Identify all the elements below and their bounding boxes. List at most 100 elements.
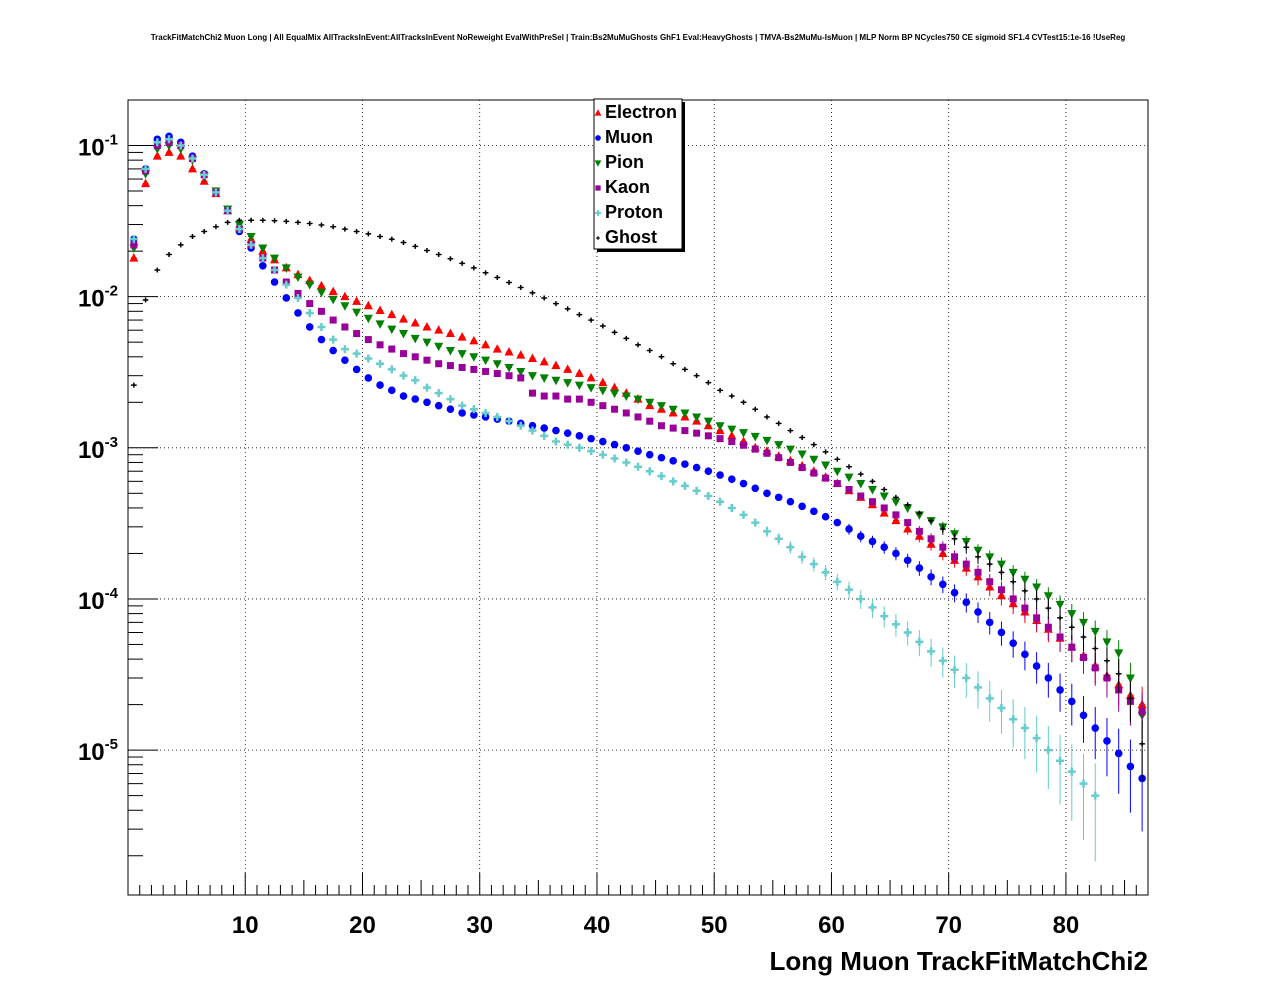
data-point: [458, 409, 466, 417]
legend-label: Electron: [605, 102, 677, 122]
data-point: [1125, 674, 1135, 683]
data-point: [259, 261, 267, 270]
data-point: [423, 356, 431, 364]
data-point: [412, 243, 418, 249]
data-point: [1069, 624, 1075, 630]
data-point: [610, 382, 620, 392]
data-point: [164, 147, 174, 156]
data-point: [1033, 614, 1041, 622]
data-point: [587, 447, 596, 456]
x-tick-label: 80: [1053, 912, 1080, 939]
data-point: [223, 206, 232, 215]
data-point: [751, 518, 760, 527]
data-point: [727, 430, 737, 440]
data-point: [248, 217, 254, 223]
data-point: [563, 440, 572, 449]
data-point: [283, 218, 289, 224]
data-point: [329, 346, 337, 355]
data-point: [457, 350, 467, 359]
data-point: [891, 620, 900, 629]
data-point: [178, 242, 184, 248]
data-point: [776, 420, 782, 426]
data-point: [704, 432, 712, 440]
data-point: [741, 399, 747, 405]
data-point: [868, 498, 876, 506]
data-point: [611, 405, 619, 413]
data-point: [447, 256, 453, 262]
data-point: [750, 432, 760, 442]
data-point: [622, 458, 631, 467]
data-point: [846, 464, 852, 470]
data-point: [868, 537, 877, 546]
data-point: [797, 450, 807, 459]
data-point: [200, 170, 209, 179]
data-point: [492, 360, 502, 369]
data-point: [867, 485, 877, 495]
data-point: [727, 425, 737, 435]
data-point: [903, 628, 912, 637]
data-point: [364, 336, 372, 344]
data-point: [411, 353, 419, 361]
data-point: [445, 328, 455, 338]
data-point: [903, 556, 912, 565]
data-point: [201, 228, 207, 234]
data-point: [329, 316, 337, 324]
legend-entry-ghost: Ghost: [596, 227, 657, 247]
data-point: [354, 228, 360, 234]
data-point: [1021, 650, 1029, 659]
data-point: [681, 427, 689, 435]
data-point: [504, 347, 514, 356]
data-point: [987, 561, 993, 567]
data-point: [1044, 623, 1052, 631]
data-point: [821, 461, 831, 470]
data-point: [364, 374, 373, 382]
data-point: [213, 224, 219, 230]
legend-label: Ghost: [605, 227, 657, 247]
data-point: [387, 365, 396, 374]
data-point: [832, 467, 842, 477]
data-point: [729, 393, 735, 399]
data-point: [692, 486, 701, 495]
data-point: [974, 608, 982, 616]
data-point: [858, 471, 864, 477]
data-point: [645, 467, 654, 476]
data-point: [552, 426, 560, 435]
legend-entry-kaon: Kaon: [595, 177, 650, 197]
data-point: [1067, 610, 1077, 619]
x-axis-title: Long Muon TrackFitMatchChi2: [770, 946, 1148, 976]
y-tick-base: 10: [78, 135, 105, 162]
data-point: [693, 429, 701, 437]
y-tick-label: 10-3: [78, 434, 118, 464]
data-point: [446, 405, 455, 414]
data-point: [739, 429, 749, 438]
data-point: [294, 293, 302, 302]
data-point: [141, 178, 151, 188]
data-point: [905, 502, 911, 508]
data-point: [880, 612, 889, 621]
data-point: [364, 354, 373, 363]
data-point: [330, 224, 336, 230]
data-point: [1067, 767, 1076, 776]
data-point: [727, 503, 736, 512]
data-point: [775, 454, 783, 462]
data-point: [1008, 568, 1018, 578]
data-point: [1032, 734, 1041, 743]
data-point: [527, 372, 537, 381]
data-point: [634, 462, 642, 471]
data-point: [424, 247, 430, 253]
data-point: [129, 235, 138, 244]
data-point: [868, 603, 877, 612]
data-point: [928, 518, 934, 524]
data-point: [529, 290, 535, 296]
data-point: [692, 413, 702, 422]
data-point: [282, 280, 291, 289]
data-point: [211, 188, 220, 197]
data-point: [376, 359, 385, 368]
data-point: [669, 424, 677, 432]
data-point: [130, 241, 138, 249]
data-point: [1091, 791, 1100, 800]
data-point: [235, 225, 244, 234]
data-point: [316, 280, 326, 290]
data-point: [1020, 575, 1030, 585]
data-point: [328, 295, 338, 305]
